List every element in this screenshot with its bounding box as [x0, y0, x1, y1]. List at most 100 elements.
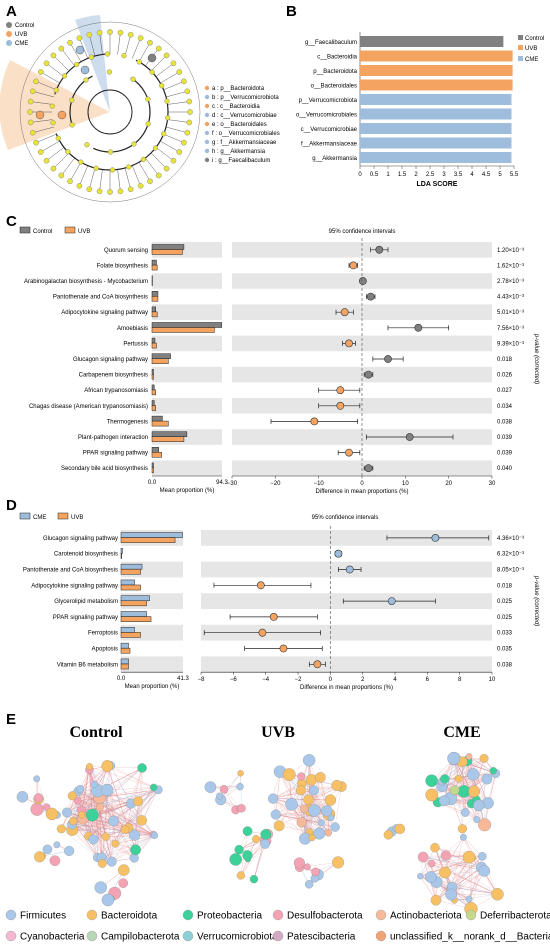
node-faecalibaculum	[148, 54, 156, 62]
clade-inner-node	[85, 142, 90, 147]
p-value: 0.039	[497, 435, 513, 441]
pathway-label: Secondary bile acid biosynthesis	[61, 466, 148, 472]
lda-category-label: p__Verrucomicrobiota	[299, 98, 358, 104]
clade-legend-label: f : o__Verrucomicrobiales	[212, 131, 280, 137]
legend-swatch-uvb	[6, 31, 12, 37]
phylum-legend-label: Campilobacterota	[101, 932, 180, 943]
network-node	[236, 783, 243, 790]
diff-point	[406, 433, 413, 440]
clade-branch	[61, 49, 74, 66]
lda-tick-label: 4.5	[482, 172, 491, 178]
clade-branch	[125, 35, 131, 56]
p-value: 0.026	[497, 373, 513, 379]
lda-tick-label: 0.5	[370, 172, 379, 178]
network-node	[490, 767, 497, 774]
clade-branch	[132, 38, 140, 58]
mean-bar-uvb	[121, 648, 130, 653]
network-node	[74, 797, 81, 804]
diff-point	[257, 582, 264, 589]
mean-bar-cme	[121, 627, 135, 632]
clade-leaf-node	[87, 32, 92, 37]
clade-branch	[164, 81, 184, 89]
diff-point	[346, 566, 353, 573]
clade-branch	[47, 63, 64, 76]
network-node	[300, 805, 308, 813]
clade-leaf-node	[51, 166, 56, 171]
network-node	[86, 763, 93, 770]
node-bacteroidota	[36, 111, 44, 119]
clade-branch	[118, 170, 121, 192]
network-node	[260, 839, 269, 848]
network-node	[303, 754, 315, 766]
bar-tick-label: 0.0	[117, 676, 126, 682]
clade-legend-label: i : g__Faecalibaculum	[212, 158, 270, 164]
lda-x-label: LDA SCORE	[417, 181, 458, 188]
clade-inner-node	[159, 83, 164, 88]
network-node	[431, 895, 441, 905]
mean-bar-control	[152, 369, 153, 374]
diff-tick-label: 10	[402, 481, 409, 487]
pathway-label: Plant-pathogen interaction	[78, 435, 148, 441]
phylum-legend-swatch	[273, 910, 283, 920]
mean-bar-control	[152, 416, 162, 421]
c-legend-swatch-control	[20, 227, 30, 233]
clade-inner-node	[108, 150, 113, 155]
clade-leaf-node	[77, 35, 82, 40]
clade-branch	[132, 166, 140, 186]
network-node	[216, 793, 223, 800]
row-band	[152, 398, 222, 414]
clade-leaf-node	[59, 46, 64, 51]
network-node	[33, 776, 39, 782]
pathway-label: Glucagon signaling pathway	[43, 536, 118, 542]
lda-bar	[360, 94, 511, 105]
mean-bar-control	[152, 354, 171, 359]
network-node	[478, 818, 491, 831]
clade-leaf-node	[67, 179, 72, 184]
clade-branch	[100, 170, 103, 192]
diff-tick-label: 6	[426, 677, 430, 683]
network-node	[274, 821, 285, 832]
lda-tick-label: 0	[358, 172, 362, 178]
clade-leaf-node	[128, 187, 133, 192]
lda-tick-label: 5	[498, 172, 502, 178]
mean-bar-control	[152, 291, 158, 296]
network-node	[119, 879, 128, 888]
network-node	[107, 857, 117, 867]
diff-tick-label: 20	[445, 481, 452, 487]
network-node	[304, 795, 314, 805]
diff-point	[365, 465, 372, 472]
network-node	[50, 856, 60, 866]
lda-legend-swatch-control	[518, 35, 523, 40]
clade-branch	[61, 158, 74, 175]
diff-point	[359, 277, 366, 284]
network-node	[261, 829, 271, 839]
p-value: 0.034	[497, 404, 513, 410]
network-node	[418, 852, 428, 862]
mean-bar-uvb	[121, 632, 141, 637]
p-value: 2.78×10⁻³	[497, 279, 524, 285]
clade-leaf-node	[28, 99, 33, 104]
lda-legend-swatch-cme	[518, 56, 523, 61]
pathway-label: Folate biosynthesis	[97, 263, 148, 269]
network-node	[491, 888, 503, 900]
network-node	[450, 786, 459, 795]
phylum-legend-swatch	[376, 931, 386, 941]
node-akkermansia	[76, 46, 84, 54]
network-node	[283, 768, 296, 781]
lda-legend-uvb: UVB	[525, 46, 537, 52]
network-node	[294, 858, 305, 869]
clade-leaf-node	[27, 109, 32, 114]
lda-legend-swatch-uvb	[518, 45, 523, 50]
mean-bar-control	[152, 385, 154, 390]
pathway-label: Glucagon signaling pathway	[73, 357, 148, 363]
network-node	[440, 774, 449, 783]
clade-inner-node	[65, 149, 70, 154]
clade-leaf-node	[164, 166, 169, 171]
network-node	[439, 867, 450, 878]
lda-legend: Control UVB CME	[518, 35, 544, 63]
diff-point	[280, 645, 287, 652]
